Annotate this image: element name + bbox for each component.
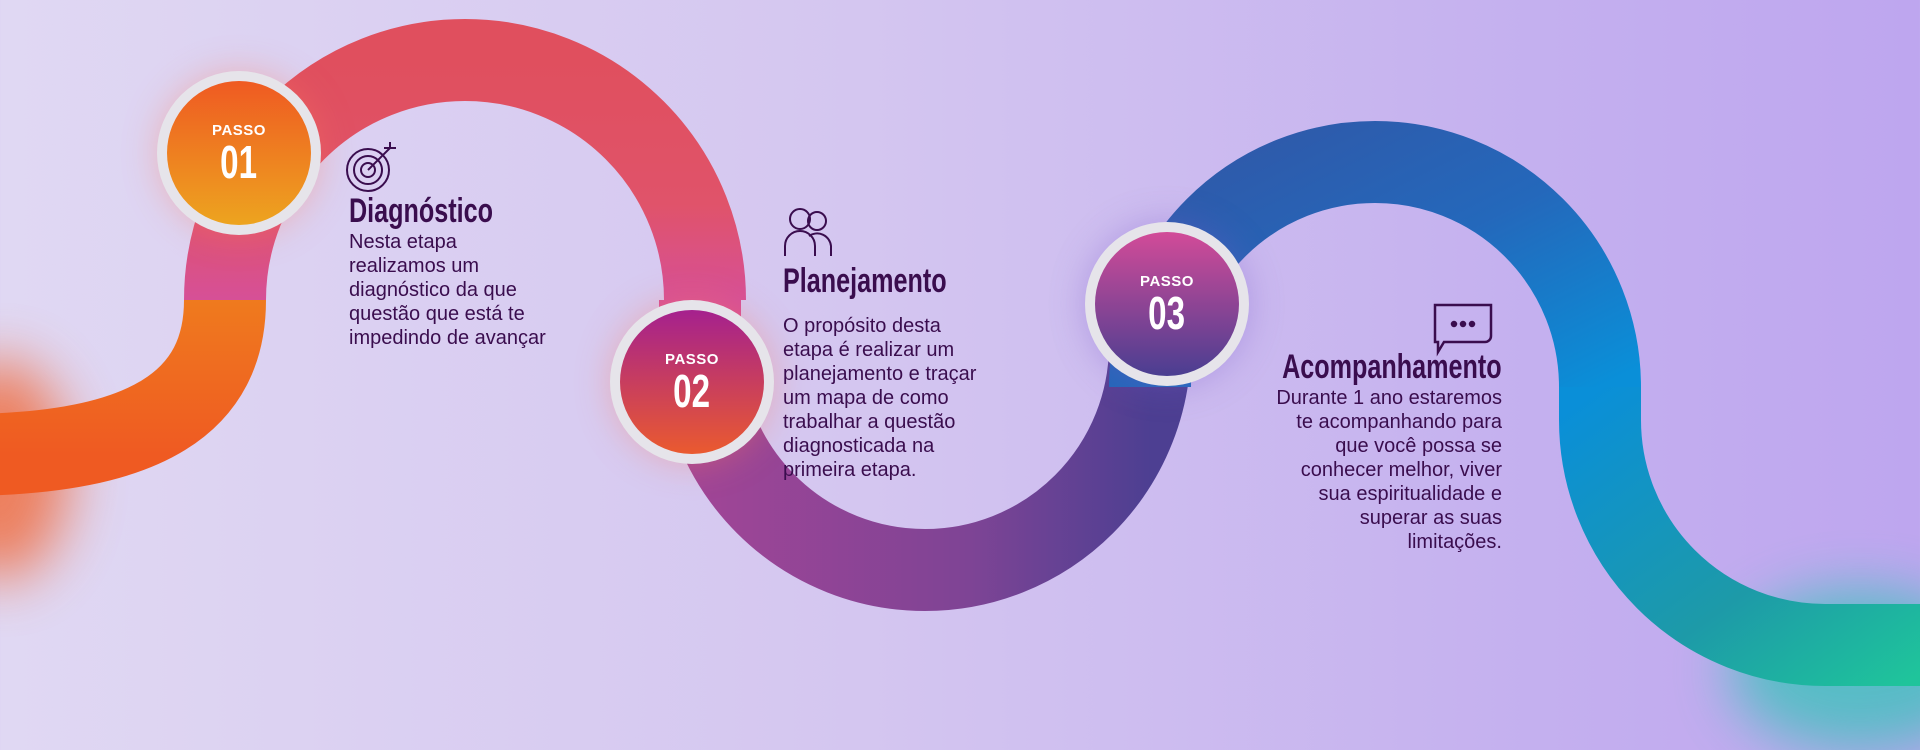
step-2-line: trabalhar a questão [783,411,956,433]
step-3-badge: PASSO 03 [1085,222,1249,386]
step-1-line: Nesta etapa [349,231,457,253]
step-3-text: Acompanhamento Durante 1 ano estaremos t… [1162,348,1502,554]
track-segment-1 [0,298,266,496]
track-segment-5 [1559,387,1920,686]
step-1-line: realizamos um [349,255,480,277]
step-2-label: PASSO [665,350,719,368]
step-3-line: conhecer melhor, viver [1300,459,1502,481]
step-3-title: Acompanhamento [1282,348,1502,386]
step-1-line: diagnóstico da que [349,279,517,301]
step-2-line: um mapa de como [783,387,949,409]
step-1-number: 01 [220,135,258,188]
step-1-line: impedindo de avançar [349,327,546,349]
step-1-line: questão que está te [349,303,525,325]
step-1-title: Diagnóstico [349,192,493,230]
step-3-number: 03 [1148,286,1186,339]
step-3-line: Durante 1 ano estaremos [1276,387,1502,409]
step-3-line: superar as suas [1359,507,1502,529]
people-icon [784,208,832,256]
step-2-badge: PASSO 02 [610,300,774,464]
step-1-label: PASSO [212,121,266,139]
step-2-line: O propósito desta [783,315,941,337]
step-3-line: te acompanhando para [1296,411,1502,433]
chat-bubble-icon [1433,303,1493,357]
step-1-badge: PASSO 01 [157,71,321,235]
step-3-label: PASSO [1140,272,1194,290]
step-3-line: limitações. [1407,531,1502,553]
step-3-line: sua espiritualidade e [1318,483,1502,505]
step-2-line: etapa é realizar um [783,339,955,361]
step-3-line: que você possa se [1335,435,1502,457]
step-2-line: diagnosticada na [783,435,935,457]
step-2-title: Planejamento [783,262,947,300]
target-icon [346,142,396,192]
step-1-text: Diagnóstico Nesta etapa realizamos um di… [349,192,629,350]
step-2-line: primeira etapa. [783,459,917,481]
step-2-text: Planejamento O propósito desta etapa é r… [783,262,1083,482]
step-2-line: planejamento e traçar [783,363,977,385]
step-2-number: 02 [673,364,711,417]
